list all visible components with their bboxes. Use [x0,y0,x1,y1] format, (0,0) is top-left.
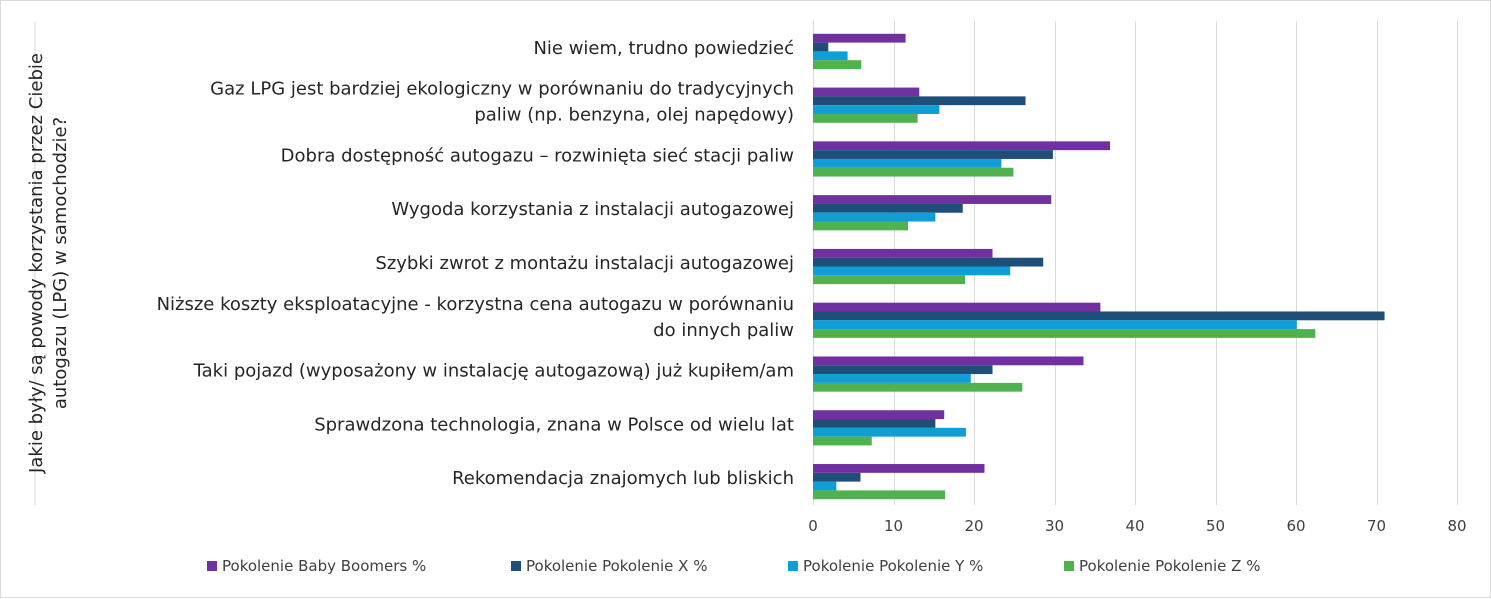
bar-s1-c7 [813,419,936,428]
bar-s0-c7 [813,410,945,420]
category-label-1: Gaz LPG jest bardziej ekologiczny w poró… [210,79,794,126]
x-tick-label-8: 80 [1447,517,1466,535]
bar-s1-c1 [813,96,1026,106]
bar-s2-c2 [813,158,1002,168]
bar-s1-c3 [813,203,963,213]
bar-s2-c4 [813,266,1011,276]
bar-s0-c2 [813,141,1111,151]
bar-s2-c6 [813,374,971,383]
bar-s1-c0 [813,42,829,52]
bar-s1-c5 [813,311,1385,321]
x-tick-label-6: 60 [1286,517,1305,535]
bar-s0-c8 [813,464,985,473]
bar-s3-c5 [813,329,1316,338]
bar-s3-c8 [813,490,946,500]
bar-s0-c4 [813,248,993,258]
bar-s2-c5 [813,320,1297,330]
bar-s1-c6 [813,365,993,375]
x-tick-label-0: 0 [808,517,818,535]
bar-s2-c0 [813,51,848,61]
bar-s3-c0 [813,60,862,69]
category-label-3: Wygoda korzystania z instalacji autogazo… [391,199,794,220]
bar-s1-c8 [813,472,861,482]
legend-label-0: Pokolenie Baby Boomers % [222,557,426,575]
category-label-8: Rekomendacja znajomych lub bliskich [452,468,794,489]
legend-swatch-1 [511,561,521,571]
bar-s3-c7 [813,436,872,446]
legend-swatch-2 [788,561,798,571]
category-label-5: Niższe koszty eksploatacyjne - korzystna… [157,294,794,341]
bar-s0-c6 [813,356,1084,366]
legend-label-1: Pokolenie Pokolenie X % [526,557,707,575]
bar-s0-c3 [813,195,1052,204]
y-axis-title: Jakie były/ są powody korzystania przez … [26,53,71,474]
bar-s1-c2 [813,150,1053,159]
y-axis-title-text: Jakie były/ są powody korzystania przez … [26,53,71,474]
bar-s0-c1 [813,87,920,97]
bar-s3-c3 [813,221,908,231]
bar-s3-c6 [813,382,1023,392]
bar-s2-c1 [813,105,940,114]
category-label-4: Szybki zwrot z montażu instalacji autoga… [375,253,794,274]
bar-s3-c2 [813,167,1014,177]
category-label-6: Taki pojazd (wyposażony w instalację aut… [193,361,794,382]
legend-label-2: Pokolenie Pokolenie Y % [803,557,983,575]
bars [813,33,1385,500]
category-label-7: Sprawdzona technologia, znana w Polsce o… [314,414,794,435]
legend: Pokolenie Baby Boomers % Pokolenie Pokole… [207,557,1260,575]
bar-s3-c4 [813,275,966,285]
x-tick-label-1: 10 [884,517,903,535]
legend-swatch-3 [1064,561,1074,571]
legend-item-0: Pokolenie Baby Boomers % [207,557,426,575]
legend-swatch-0 [207,561,217,571]
category-label-0: Nie wiem, trudno powiedzieć [533,38,794,59]
bar-s2-c3 [813,212,936,222]
bar-s0-c5 [813,302,1101,312]
bar-s1-c4 [813,257,1044,267]
legend-item-3: Pokolenie Pokolenie Z % [1064,557,1260,575]
x-tick-label-7: 70 [1367,517,1386,535]
legend-item-2: Pokolenie Pokolenie Y % [788,557,983,575]
bar-s0-c0 [813,33,906,43]
legend-item-1: Pokolenie Pokolenie X % [511,557,707,575]
category-labels: Nie wiem, trudno powiedzieć Gaz LPG jest … [157,38,794,489]
bar-s3-c1 [813,113,918,123]
bar-s2-c8 [813,481,837,491]
x-tick-label-4: 40 [1125,517,1144,535]
x-tick-label-5: 50 [1206,517,1225,535]
bar-s2-c7 [813,427,966,437]
x-tick-labels: 0 10 20 30 40 50 60 70 80 [808,517,1466,535]
category-label-2: Dobra dostępność autogazu – rozwinięta s… [281,145,794,166]
x-tick-label-2: 20 [964,517,983,535]
legend-label-3: Pokolenie Pokolenie Z % [1079,557,1260,575]
x-tick-label-3: 30 [1045,517,1064,535]
